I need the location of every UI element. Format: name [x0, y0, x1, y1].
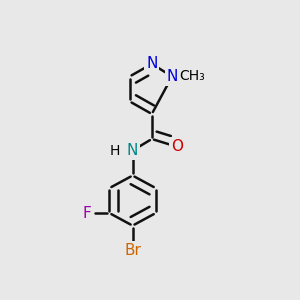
Text: CH₃: CH₃: [179, 69, 205, 83]
Text: O: O: [171, 139, 183, 154]
Text: N: N: [167, 69, 178, 84]
Text: Br: Br: [124, 243, 141, 258]
Text: H: H: [110, 143, 120, 158]
Text: N: N: [127, 143, 138, 158]
Text: F: F: [83, 206, 92, 220]
Text: N: N: [146, 56, 158, 71]
